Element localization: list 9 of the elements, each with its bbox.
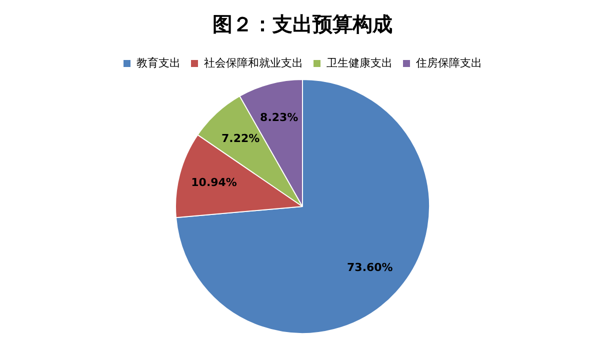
legend-label: 教育支出 <box>136 56 180 70</box>
data-label: 7.22% <box>221 132 260 146</box>
data-label: 8.23% <box>260 110 298 124</box>
chart-title: 图２：支出预算构成 <box>212 12 392 36</box>
data-label: 73.60% <box>347 261 393 274</box>
legend-label: 住房保障支出 <box>416 56 482 70</box>
legend-label: 社会保障和就业支出 <box>204 56 303 70</box>
legend-label: 卫生健康支出 <box>326 56 392 70</box>
data-label: 10.94% <box>191 176 237 190</box>
